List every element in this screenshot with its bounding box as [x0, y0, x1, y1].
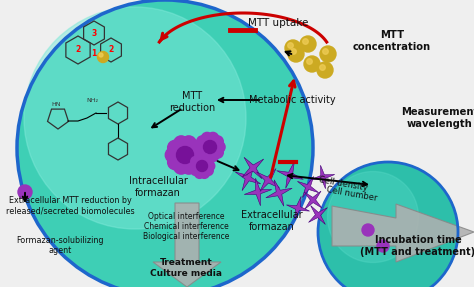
Circle shape [197, 136, 208, 147]
Text: HN: HN [51, 102, 61, 106]
Circle shape [300, 36, 316, 52]
Circle shape [24, 7, 246, 229]
Text: NH₂: NH₂ [86, 98, 98, 102]
Polygon shape [266, 180, 292, 206]
Circle shape [187, 140, 202, 155]
Text: Cell density: Cell density [318, 175, 368, 193]
Text: Optical interference: Optical interference [148, 212, 224, 221]
Circle shape [165, 148, 180, 162]
Text: Biological interference: Biological interference [143, 232, 229, 241]
Circle shape [323, 49, 328, 54]
Text: 1: 1 [91, 49, 97, 57]
Text: 2: 2 [109, 46, 114, 55]
Circle shape [362, 224, 374, 236]
Circle shape [18, 185, 32, 199]
Text: MTT
reduction: MTT reduction [169, 91, 215, 113]
Circle shape [189, 161, 199, 171]
Circle shape [318, 162, 458, 287]
Circle shape [200, 169, 210, 179]
Text: Extracellular MTT reduction by
released/secreted biomolecules: Extracellular MTT reduction by released/… [6, 196, 134, 216]
Circle shape [174, 159, 189, 174]
Circle shape [201, 150, 213, 162]
Text: 3: 3 [91, 28, 97, 38]
Polygon shape [286, 196, 310, 220]
Polygon shape [244, 178, 272, 206]
Circle shape [99, 53, 103, 57]
Circle shape [168, 140, 182, 155]
Polygon shape [277, 162, 303, 188]
Polygon shape [242, 157, 264, 179]
Circle shape [197, 160, 208, 172]
Circle shape [181, 159, 196, 174]
Circle shape [200, 154, 210, 163]
Text: Metabolic activity: Metabolic activity [249, 95, 335, 105]
Text: MTT uptake: MTT uptake [248, 18, 308, 28]
Polygon shape [304, 191, 322, 209]
Text: Intracellular
formazan: Intracellular formazan [128, 176, 187, 198]
Text: Cell number: Cell number [326, 185, 378, 203]
Circle shape [212, 147, 223, 158]
Circle shape [203, 141, 217, 154]
Text: MTT
concentration: MTT concentration [353, 30, 431, 52]
Circle shape [304, 56, 320, 72]
Polygon shape [235, 165, 261, 191]
Text: Chemical interference: Chemical interference [144, 222, 228, 231]
Polygon shape [256, 168, 280, 191]
Circle shape [288, 43, 293, 48]
Polygon shape [153, 203, 221, 287]
Circle shape [212, 136, 223, 147]
Text: Formazan-solubilizing
agent: Formazan-solubilizing agent [16, 236, 104, 255]
Polygon shape [332, 204, 474, 262]
Circle shape [168, 155, 182, 170]
Circle shape [303, 39, 308, 44]
Circle shape [181, 136, 196, 151]
Polygon shape [311, 165, 335, 189]
Circle shape [320, 46, 336, 62]
Circle shape [191, 166, 201, 175]
Circle shape [328, 172, 419, 263]
Circle shape [317, 62, 333, 78]
Circle shape [195, 141, 206, 153]
Circle shape [285, 40, 301, 56]
Text: Culture media: Culture media [150, 269, 222, 278]
Text: Extracellular
formazan: Extracellular formazan [241, 210, 303, 232]
Text: Incubation time
(MTT and treatment): Incubation time (MTT and treatment) [360, 235, 474, 257]
Circle shape [195, 169, 204, 179]
Circle shape [203, 166, 213, 175]
Circle shape [214, 141, 225, 153]
Circle shape [377, 240, 389, 252]
Text: Measurement
wavelength: Measurement wavelength [401, 107, 474, 129]
Circle shape [197, 147, 208, 158]
Circle shape [203, 156, 213, 166]
Circle shape [17, 0, 313, 287]
Circle shape [187, 155, 202, 170]
Circle shape [174, 136, 189, 151]
Circle shape [307, 59, 312, 64]
Circle shape [207, 132, 219, 144]
Text: 2: 2 [75, 46, 81, 55]
Circle shape [288, 46, 304, 62]
Circle shape [98, 51, 109, 63]
Circle shape [207, 150, 219, 162]
Text: Treatment: Treatment [160, 258, 212, 267]
Polygon shape [297, 177, 319, 197]
Circle shape [291, 49, 296, 54]
Circle shape [201, 132, 213, 144]
Circle shape [176, 146, 193, 164]
Circle shape [191, 156, 201, 166]
Polygon shape [309, 205, 328, 224]
Circle shape [195, 154, 204, 163]
Circle shape [205, 161, 215, 171]
Circle shape [190, 148, 205, 162]
Circle shape [319, 65, 325, 70]
